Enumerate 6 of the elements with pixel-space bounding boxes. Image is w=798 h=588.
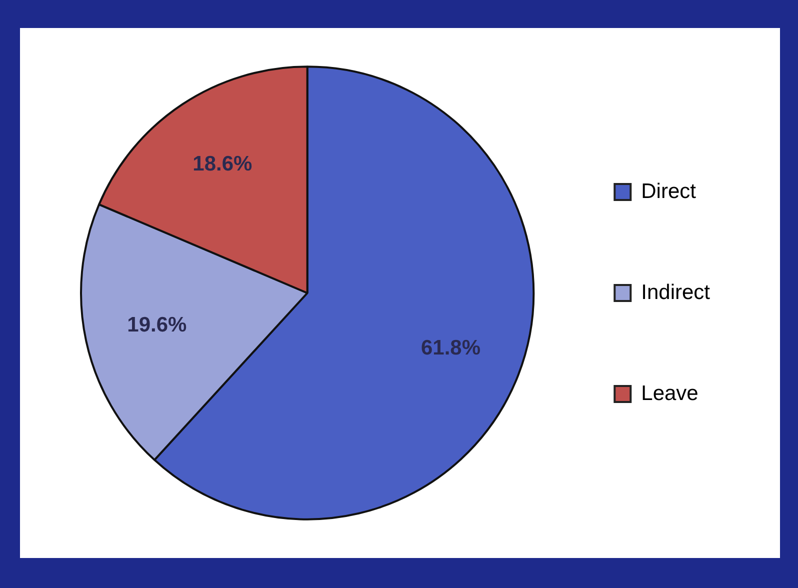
data-label: 61.8%: [420, 336, 481, 360]
legend-label: Leave: [641, 382, 698, 405]
legend-label: Indirect: [641, 280, 710, 304]
data-label: 18.6%: [192, 152, 253, 176]
data-label: 19.6%: [127, 313, 188, 336]
legend-label: Direct: [641, 180, 696, 203]
